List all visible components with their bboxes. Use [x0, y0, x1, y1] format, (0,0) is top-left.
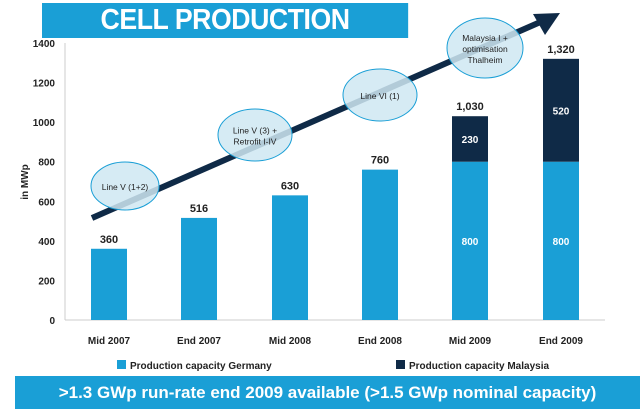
annotation-bubble: [342, 68, 418, 122]
annotation-bubble: [217, 108, 293, 162]
y-tick-label: 1400: [33, 39, 56, 50]
total-label: 1,320: [547, 44, 575, 56]
y-tick-label: 400: [38, 237, 55, 248]
y-tick-label: 200: [38, 276, 55, 287]
legend-swatch-germany: [117, 360, 126, 369]
total-label: 360: [100, 234, 118, 246]
annotation-text: Line VI (1): [360, 91, 399, 101]
bar-germany: [543, 161, 579, 320]
annotation-text: Line V (1+2): [102, 182, 149, 192]
y-tick-label: 600: [38, 197, 55, 208]
bar-germany: [452, 161, 488, 320]
annotation-text: Line V (3) +: [233, 126, 277, 136]
segment-label-malaysia: 520: [553, 106, 570, 117]
annotation-text: optimisation: [462, 44, 508, 54]
y-tick-label: 1000: [33, 118, 56, 129]
chart-title: CELL PRODUCTION CAPACITIES: [42, 3, 409, 71]
bar-germany: [91, 248, 127, 320]
x-tick-label: End 2007: [177, 336, 221, 347]
y-axis-label: in MWp: [20, 164, 31, 200]
bar-germany: [362, 169, 398, 320]
bar-malaysia: [452, 116, 488, 162]
annotation-text: Malaysia I +: [462, 33, 508, 43]
total-label: 516: [190, 203, 208, 215]
annotation-bubble: [90, 161, 160, 211]
x-tick-label: Mid 2007: [88, 336, 131, 347]
segment-label-germany: 800: [553, 237, 570, 248]
arrow-head-icon: [533, 13, 560, 35]
x-tick-label: End 2009: [539, 336, 583, 347]
legend-label-malaysia: Production capacity Malaysia: [409, 361, 549, 372]
annotation-text: Retrofit I-IV: [234, 137, 277, 147]
total-label: 1,030: [456, 101, 484, 113]
footer-banner: >1.3 GWp run-rate end 2009 available (>1…: [15, 376, 640, 409]
bar-germany: [181, 217, 217, 320]
y-tick-label: 1200: [33, 79, 56, 90]
legend-swatch-malaysia: [396, 360, 405, 369]
x-tick-label: Mid 2009: [449, 336, 492, 347]
y-tick-label: 0: [49, 316, 55, 327]
total-label: 630: [281, 180, 299, 192]
bar-malaysia: [543, 58, 579, 162]
total-label: 760: [371, 155, 389, 167]
y-tick-label: 800: [38, 158, 55, 169]
bar-germany: [272, 195, 308, 320]
annotation-text: Thalheim: [468, 55, 503, 65]
x-tick-label: End 2008: [358, 336, 402, 347]
x-tick-label: Mid 2008: [269, 336, 312, 347]
segment-label-germany: 800: [462, 237, 479, 248]
segment-label-malaysia: 230: [462, 135, 479, 146]
annotation-bubble: [446, 17, 524, 79]
legend-label-germany: Production capacity Germany: [130, 361, 272, 372]
